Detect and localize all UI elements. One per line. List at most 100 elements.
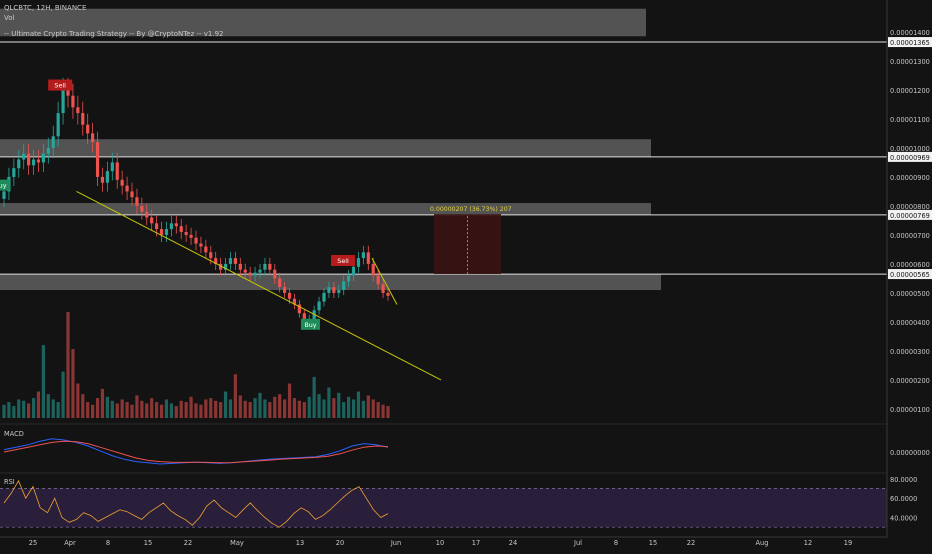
candle — [263, 263, 267, 270]
price-tick: 0.00000400 — [890, 319, 930, 327]
volume-bar — [312, 376, 316, 418]
price-tick: 0.00000800 — [890, 203, 930, 211]
volume-bar — [238, 395, 242, 418]
candle — [238, 263, 242, 270]
volume-bar — [130, 404, 134, 418]
price-tick: 0.00000100 — [890, 406, 930, 414]
candle — [2, 191, 6, 199]
candle — [51, 136, 55, 148]
time-tick: Jun — [390, 539, 401, 547]
candle — [159, 229, 164, 235]
time-tick: 10 — [436, 539, 444, 547]
candle — [342, 281, 346, 291]
volume-bar — [184, 402, 188, 418]
candle — [184, 232, 188, 235]
price-level-label: 0.00000565 — [890, 271, 930, 279]
candle — [332, 287, 336, 293]
candle — [386, 292, 390, 296]
candle — [110, 162, 114, 172]
sr-zone — [0, 8, 646, 37]
candle — [278, 278, 282, 288]
volume-bar — [100, 388, 105, 418]
volume-bar — [81, 394, 85, 418]
price-tick: 0.00001300 — [890, 58, 930, 66]
candle — [292, 298, 297, 305]
sell-signal-label: Sell — [337, 257, 349, 265]
candle — [86, 124, 90, 134]
candle — [66, 89, 70, 96]
candle — [179, 226, 183, 233]
candle — [223, 263, 228, 270]
volume-bar — [169, 403, 173, 418]
candle — [248, 272, 252, 276]
price-level-tag — [888, 269, 932, 280]
candle — [100, 176, 105, 183]
volume-bar — [219, 402, 223, 418]
time-tick: 22 — [687, 539, 695, 547]
candle — [71, 95, 75, 108]
candle — [228, 258, 233, 264]
sr-zone — [0, 203, 651, 215]
volume-bar — [66, 312, 70, 418]
candle — [273, 269, 277, 279]
measure-label: 0.00000207 (36.73%) 207 — [430, 206, 512, 213]
candle — [366, 252, 370, 264]
volume-bar — [307, 396, 311, 418]
candle — [283, 287, 287, 293]
volume-bar — [361, 400, 365, 418]
volume-bar — [263, 399, 267, 418]
volume-bar — [71, 349, 75, 418]
volume-bar — [297, 400, 301, 418]
candle — [204, 246, 208, 253]
time-tick: 13 — [296, 539, 304, 547]
volume-bar — [51, 399, 55, 418]
volume-bar — [179, 400, 183, 418]
rsi-tick: 80.0000 — [890, 476, 917, 484]
volume-bar — [95, 398, 100, 418]
time-tick: 19 — [844, 539, 852, 547]
sell-signal-label: Sell — [54, 82, 66, 90]
candle — [302, 313, 306, 322]
candle — [381, 284, 385, 293]
volume-bar — [283, 399, 287, 418]
volume-bar — [86, 402, 90, 418]
candle — [174, 223, 178, 227]
volume-bar — [145, 403, 149, 418]
time-tick: 12 — [804, 539, 812, 547]
volume-bar — [17, 399, 21, 418]
price-tick: 0.00001100 — [890, 116, 930, 124]
time-tick: May — [230, 539, 244, 547]
volume-bar — [194, 403, 198, 418]
price-tick: 0.00001000 — [890, 145, 930, 153]
time-tick: 8 — [106, 539, 110, 547]
volume-bar — [342, 402, 346, 418]
candle — [56, 113, 60, 137]
candle — [169, 223, 173, 230]
time-tick: Jul — [573, 539, 582, 547]
candle — [105, 171, 109, 183]
volume-bar — [189, 396, 193, 418]
volume-bar — [258, 392, 262, 418]
volume-bar — [76, 383, 80, 418]
volume-bar — [150, 398, 154, 418]
price-tick: 0.00000300 — [890, 348, 930, 356]
macd-signal-line — [3, 440, 389, 464]
candle — [46, 147, 50, 154]
volume-bar — [91, 404, 95, 418]
price-tick: 0.00000900 — [890, 174, 930, 182]
volume-bar — [223, 391, 228, 418]
candle — [258, 269, 262, 273]
volume-bar — [376, 402, 380, 418]
volume-bar — [386, 406, 390, 418]
volume-bar — [12, 406, 16, 418]
candle — [61, 89, 65, 114]
volume-bar — [209, 398, 213, 418]
volume-bar — [273, 396, 277, 418]
time-tick: 22 — [184, 539, 192, 547]
macd-label: MACD — [4, 430, 24, 438]
candle — [140, 205, 144, 212]
sr-zone — [0, 274, 661, 291]
candle — [287, 292, 292, 299]
volume-bar — [287, 383, 292, 418]
